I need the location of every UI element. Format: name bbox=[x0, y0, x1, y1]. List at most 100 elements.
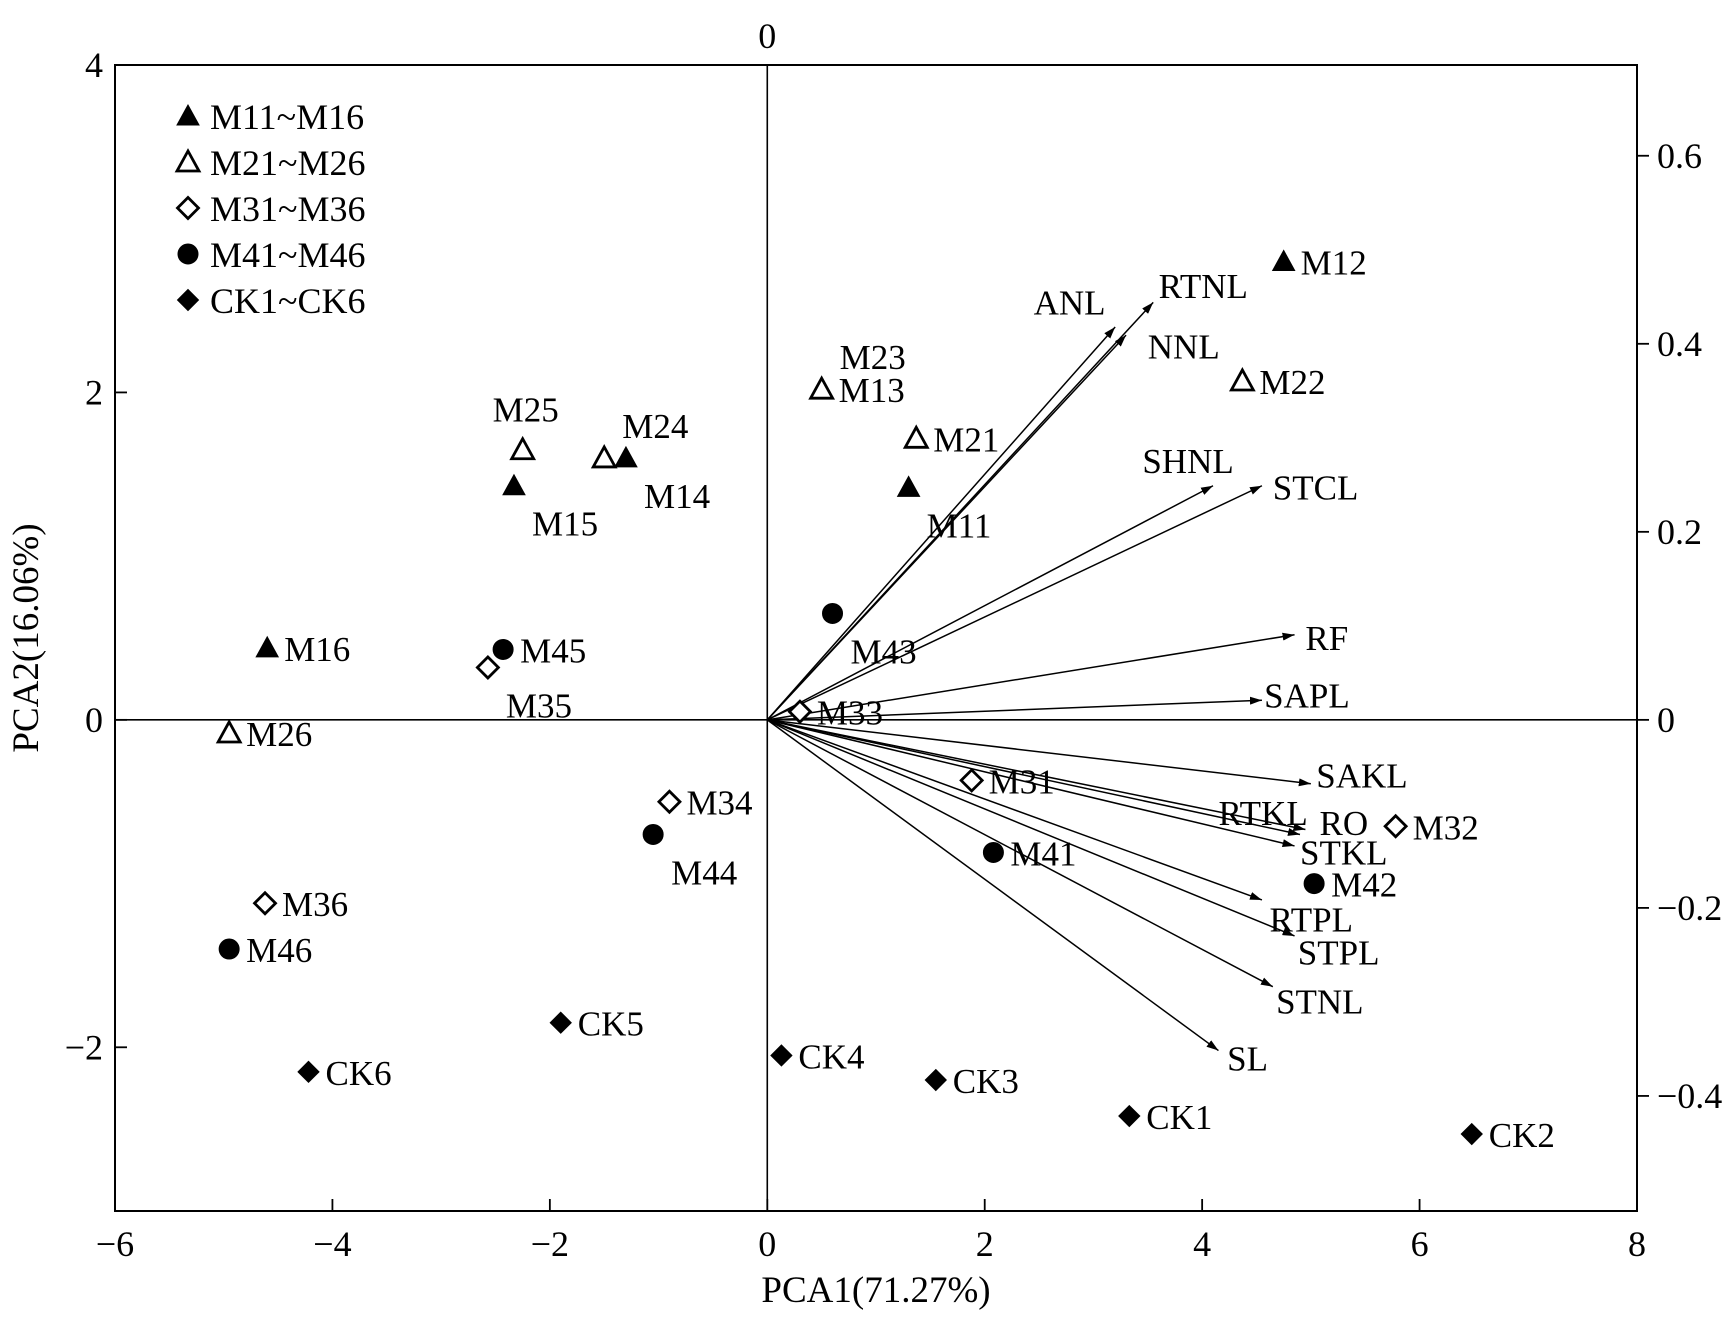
y-tick-label: 4 bbox=[85, 45, 103, 85]
x-tick-label: 2 bbox=[976, 1224, 994, 1264]
x-tick-label: 0 bbox=[758, 1224, 776, 1264]
point-label-m41: M41 bbox=[1010, 834, 1076, 873]
legend-marker-1 bbox=[176, 103, 200, 126]
x-tick-label: 6 bbox=[1411, 1224, 1429, 1264]
legend-label-5: CK1~CK6 bbox=[210, 281, 366, 321]
point-marker-m11 bbox=[896, 475, 921, 497]
point-label-m21: M21 bbox=[933, 420, 999, 459]
point-marker-ck6 bbox=[297, 1060, 320, 1084]
point-label-ck6: CK6 bbox=[326, 1054, 392, 1093]
y2-tick-label: 0.2 bbox=[1657, 512, 1702, 552]
loading-arrow-shnl bbox=[766, 485, 1214, 721]
point-label-m31: M31 bbox=[989, 762, 1055, 801]
y2-tick-label: 0.4 bbox=[1657, 324, 1702, 364]
point-label-m24: M24 bbox=[622, 407, 688, 446]
loading-arrow-rtpl bbox=[767, 719, 1263, 901]
loading-arrow-ro bbox=[767, 719, 1306, 832]
loading-arrow-anl bbox=[766, 326, 1116, 721]
point-marker-m23 bbox=[808, 375, 836, 400]
point-label-ck5: CK5 bbox=[578, 1005, 644, 1044]
point-label-m32: M32 bbox=[1413, 808, 1479, 847]
loading-label-sl: SL bbox=[1227, 1040, 1268, 1079]
x-tick-label: 8 bbox=[1628, 1224, 1646, 1264]
point-marker-m42 bbox=[1303, 873, 1325, 895]
point-label-m23: M23 bbox=[840, 338, 906, 377]
x-tick-label: −2 bbox=[531, 1224, 569, 1264]
loading-label-stpl: STPL bbox=[1298, 933, 1380, 972]
point-label-m14: M14 bbox=[644, 477, 710, 516]
point-label-m34: M34 bbox=[686, 784, 752, 823]
point-marker-m36 bbox=[252, 890, 278, 916]
loading-arrow-rtkl bbox=[767, 719, 1301, 836]
loading-label-rf: RF bbox=[1305, 619, 1348, 658]
point-label-m26: M26 bbox=[246, 715, 312, 754]
point-label-m16: M16 bbox=[284, 630, 350, 669]
loading-label-anl: ANL bbox=[1034, 283, 1106, 322]
point-marker-m43 bbox=[822, 602, 844, 624]
point-label-m35: M35 bbox=[506, 686, 572, 725]
point-label-m43: M43 bbox=[851, 632, 917, 671]
point-marker-m32 bbox=[1383, 813, 1409, 839]
point-marker-m12 bbox=[1271, 249, 1296, 271]
y-tick-label: −2 bbox=[65, 1027, 103, 1067]
point-label-m46: M46 bbox=[246, 931, 312, 970]
point-label-m33: M33 bbox=[817, 694, 883, 733]
loading-arrow-stkl bbox=[767, 719, 1295, 848]
point-marker-m45 bbox=[492, 638, 514, 660]
point-marker-m31 bbox=[959, 767, 985, 793]
plot-frame bbox=[114, 64, 1638, 1212]
legend-label-2: M21~M26 bbox=[210, 143, 366, 183]
top-zero-label: 0 bbox=[758, 16, 776, 56]
loading-label-stcl: STCL bbox=[1273, 468, 1359, 507]
loading-label-sapl: SAPL bbox=[1264, 676, 1350, 715]
point-marker-m24 bbox=[590, 444, 618, 469]
x-tick-label: 4 bbox=[1193, 1224, 1211, 1264]
legend-label-3: M31~M36 bbox=[210, 189, 366, 229]
point-label-m44: M44 bbox=[671, 853, 737, 892]
point-marker-m35 bbox=[475, 654, 501, 680]
loading-arrow-nnl bbox=[766, 334, 1127, 721]
y-tick-label: 2 bbox=[85, 372, 103, 412]
loading-arrow-stpl bbox=[767, 719, 1295, 937]
loading-arrow-stcl bbox=[766, 485, 1263, 721]
point-label-m25: M25 bbox=[493, 391, 559, 430]
point-marker-ck5 bbox=[549, 1011, 572, 1034]
loading-label-nnl: NNL bbox=[1148, 328, 1220, 367]
loading-label-rtnl: RTNL bbox=[1159, 267, 1248, 306]
point-marker-m44 bbox=[642, 823, 664, 845]
point-marker-m14 bbox=[614, 445, 638, 468]
legend-marker-4 bbox=[177, 243, 199, 265]
legend-label-1: M11~M16 bbox=[210, 97, 364, 137]
point-label-m22: M22 bbox=[1259, 363, 1325, 402]
point-label-ck3: CK3 bbox=[953, 1062, 1019, 1101]
point-label-m12: M12 bbox=[1301, 243, 1367, 282]
point-label-ck2: CK2 bbox=[1489, 1116, 1555, 1155]
point-label-m11: M11 bbox=[927, 506, 992, 545]
point-marker-ck4 bbox=[770, 1044, 793, 1067]
point-marker-ck3 bbox=[924, 1068, 947, 1092]
point-marker-m21 bbox=[902, 424, 930, 449]
loading-arrow-sl bbox=[766, 719, 1219, 1052]
loading-arrow-stnl bbox=[766, 719, 1274, 988]
point-label-m13: M13 bbox=[839, 371, 905, 410]
point-marker-m25 bbox=[509, 435, 537, 461]
point-marker-m33 bbox=[787, 699, 813, 725]
legend-marker-2 bbox=[174, 148, 202, 173]
loading-arrow-rf bbox=[767, 632, 1295, 721]
x-tick-label: −6 bbox=[96, 1224, 134, 1264]
point-label-ck4: CK4 bbox=[798, 1037, 864, 1076]
y2-tick-label: −0.4 bbox=[1657, 1076, 1722, 1116]
point-marker-m34 bbox=[656, 789, 682, 815]
y2-tick-label: 0 bbox=[1657, 700, 1675, 740]
loading-label-sakl: SAKL bbox=[1316, 757, 1407, 796]
x-tick-label: −4 bbox=[313, 1224, 351, 1264]
loading-arrow-sapl bbox=[767, 696, 1262, 721]
x-axis-title: PCA1(71.27%) bbox=[761, 1270, 990, 1311]
point-label-ck1: CK1 bbox=[1146, 1098, 1212, 1137]
point-marker-m26 bbox=[215, 719, 243, 744]
y-tick-label: 0 bbox=[85, 700, 103, 740]
point-marker-m41 bbox=[982, 841, 1004, 863]
y2-tick-label: −0.2 bbox=[1657, 888, 1722, 928]
point-label-m45: M45 bbox=[520, 631, 586, 670]
